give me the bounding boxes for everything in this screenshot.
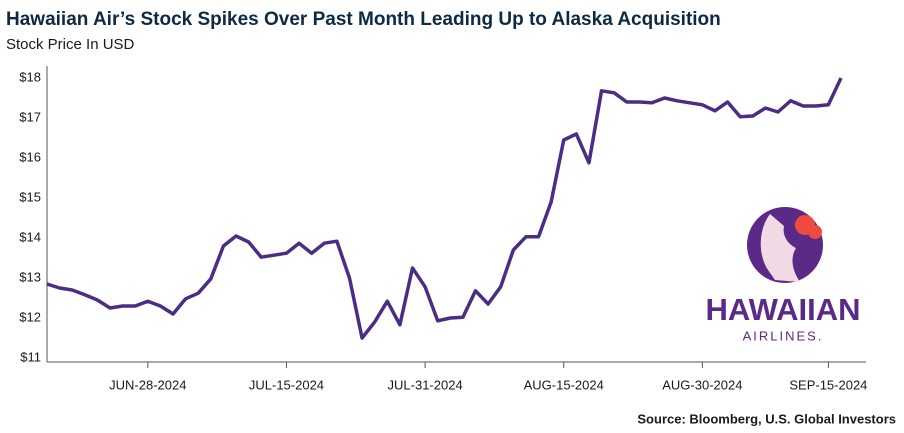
- chart-title: Hawaiian Air’s Stock Spikes Over Past Mo…: [6, 9, 721, 30]
- y-tick-label: $14: [19, 229, 41, 244]
- source: Source: Bloomberg, U.S. Global Investors: [637, 411, 896, 426]
- logo-face: [760, 214, 800, 282]
- line: [46, 77, 843, 340]
- x-tick-label: AUG-15-2024: [524, 377, 604, 392]
- logo-flower: [808, 225, 822, 239]
- chart-subtitle: Stock Price In USD: [6, 36, 135, 53]
- logo: HAWAIIAN AIRLINES.: [706, 207, 861, 343]
- x-tick-label: JUL-15-2024: [249, 377, 324, 392]
- x-tick-label: JUN-28-2024: [109, 377, 186, 392]
- x-tick-label: AUG-30-2024: [662, 377, 742, 392]
- y-tick-label: $12: [19, 309, 41, 324]
- x-tick-label: SEP-15-2024: [789, 377, 867, 392]
- y-tick-label: $11: [20, 349, 41, 364]
- y-tick-label: $15: [19, 189, 41, 204]
- x-tick-label: JUL-31-2024: [388, 377, 463, 392]
- logo-subname: AIRLINES.: [743, 328, 824, 343]
- y-tick-label: $18: [19, 69, 41, 84]
- y-tick-label: $16: [19, 149, 41, 164]
- y-tick-label: $17: [19, 109, 41, 124]
- y-tick-label: $13: [19, 269, 41, 284]
- logo-name: HAWAIIAN: [706, 292, 861, 327]
